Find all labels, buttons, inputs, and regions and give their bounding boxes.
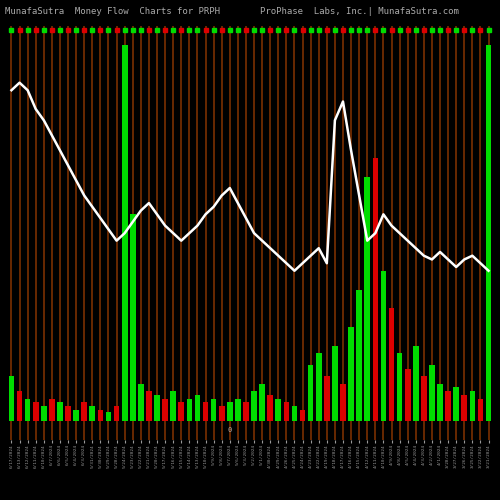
Bar: [243, 402, 249, 421]
Bar: [478, 398, 484, 421]
Bar: [122, 45, 128, 421]
Bar: [106, 412, 112, 421]
Bar: [251, 391, 257, 421]
Bar: [470, 391, 475, 421]
Bar: [372, 158, 378, 421]
Bar: [154, 395, 160, 421]
Bar: [380, 271, 386, 421]
Bar: [146, 391, 152, 421]
Bar: [260, 384, 265, 421]
Bar: [194, 395, 200, 421]
Bar: [41, 406, 46, 421]
Bar: [462, 395, 467, 421]
Bar: [446, 391, 451, 421]
Bar: [90, 406, 95, 421]
Bar: [316, 354, 322, 421]
Bar: [178, 402, 184, 421]
Bar: [356, 290, 362, 421]
Bar: [340, 384, 346, 421]
Bar: [8, 376, 14, 421]
Bar: [227, 402, 232, 421]
Bar: [25, 398, 30, 421]
Bar: [308, 365, 314, 421]
Bar: [397, 354, 402, 421]
Bar: [405, 368, 410, 421]
Bar: [57, 402, 63, 421]
Bar: [276, 398, 281, 421]
Bar: [332, 346, 338, 421]
Text: ProPhase  Labs, Inc.| MunafaSutra.com: ProPhase Labs, Inc.| MunafaSutra.com: [260, 8, 459, 16]
Bar: [211, 398, 216, 421]
Bar: [486, 45, 492, 421]
Bar: [162, 398, 168, 421]
Bar: [454, 388, 459, 421]
Bar: [421, 376, 426, 421]
Bar: [16, 391, 22, 421]
Bar: [388, 308, 394, 421]
Bar: [65, 406, 71, 421]
Bar: [364, 176, 370, 421]
Bar: [74, 410, 79, 421]
Bar: [284, 402, 289, 421]
Bar: [114, 406, 119, 421]
Bar: [130, 214, 136, 421]
Bar: [324, 376, 330, 421]
Bar: [138, 384, 143, 421]
Bar: [82, 402, 87, 421]
Bar: [98, 410, 103, 421]
Bar: [186, 398, 192, 421]
Bar: [170, 391, 176, 421]
Bar: [413, 346, 418, 421]
Bar: [49, 398, 54, 421]
Text: 0: 0: [228, 427, 232, 433]
Text: MunafaSutra  Money Flow  Charts for PRPH: MunafaSutra Money Flow Charts for PRPH: [5, 8, 220, 16]
Bar: [429, 365, 435, 421]
Bar: [348, 327, 354, 421]
Bar: [268, 395, 273, 421]
Bar: [300, 410, 306, 421]
Bar: [33, 402, 38, 421]
Bar: [292, 406, 298, 421]
Bar: [202, 402, 208, 421]
Bar: [235, 398, 240, 421]
Bar: [437, 384, 443, 421]
Bar: [219, 406, 224, 421]
